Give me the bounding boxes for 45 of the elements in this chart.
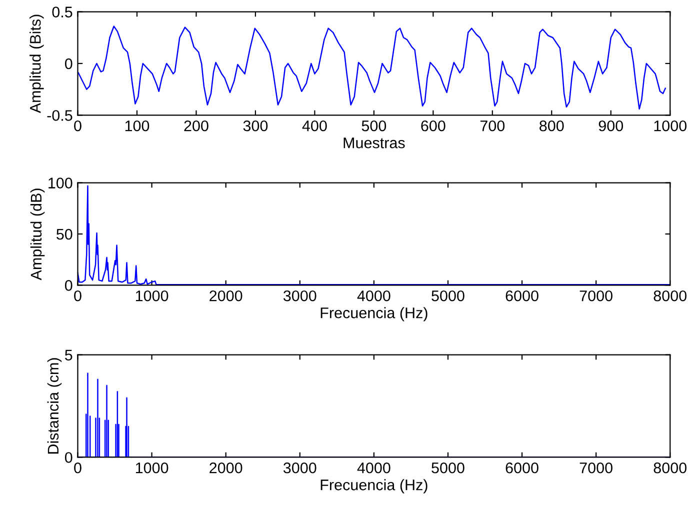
x-axis-title: Muestras xyxy=(344,138,405,148)
y-axis-title: Amplitud (dB) xyxy=(30,188,45,280)
x-tick-label: 600 xyxy=(421,120,446,132)
x-tick-label: 4000 xyxy=(357,290,390,302)
x-tick-label: 0 xyxy=(74,290,82,302)
x-tick-label: 0 xyxy=(74,462,82,474)
y-tick-label: 0 xyxy=(64,280,72,291)
x-tick-label: 4000 xyxy=(357,462,390,474)
x-tick-label: 2000 xyxy=(210,462,242,474)
y-axis-title: Distancia (cm) xyxy=(47,358,62,454)
x-tick-label: 1000 xyxy=(654,120,687,132)
x-tick-label: 7000 xyxy=(580,290,612,302)
y-tick-label: 50 xyxy=(56,228,72,240)
x-tick-label: 1000 xyxy=(136,290,168,302)
y-tick-label: 0 xyxy=(64,58,72,70)
line-series xyxy=(78,185,670,286)
x-tick-label: 3000 xyxy=(283,462,316,474)
x-tick-label: 7000 xyxy=(580,462,612,474)
x-tick-label: 8000 xyxy=(654,462,687,474)
x-tick-label: 900 xyxy=(598,120,624,132)
x-tick-label: 100 xyxy=(125,120,150,132)
x-axis-title: Frecuencia (Hz) xyxy=(320,479,428,494)
x-tick-label: 6000 xyxy=(506,290,538,302)
y-tick-label: 0.5 xyxy=(52,6,72,18)
x-tick-label: 800 xyxy=(540,120,564,132)
x-tick-label: 5000 xyxy=(432,462,464,474)
x-tick-label: 2000 xyxy=(210,290,242,302)
x-tick-label: 3000 xyxy=(283,290,316,302)
x-tick-label: 6000 xyxy=(506,462,538,474)
x-tick-label: 5000 xyxy=(432,290,464,302)
x-tick-label: 200 xyxy=(184,120,208,132)
x-tick-label: 500 xyxy=(362,120,386,132)
x-tick-label: 700 xyxy=(480,120,505,132)
line-series xyxy=(78,26,666,110)
x-tick-label: 8000 xyxy=(654,290,687,302)
x-axis-title: Frecuencia (Hz) xyxy=(320,307,428,322)
x-tick-label: 0 xyxy=(74,120,82,132)
y-tick-label: -0.5 xyxy=(47,110,72,121)
y-tick-label: 100 xyxy=(48,178,72,188)
y-tick-label: 0 xyxy=(64,452,72,463)
y-axis-title: Amplitud (Bits) xyxy=(30,14,44,114)
x-tick-label: 300 xyxy=(243,120,268,132)
y-tick-label: 5 xyxy=(65,350,72,360)
x-tick-label: 400 xyxy=(302,120,327,132)
x-tick-label: 1000 xyxy=(136,462,168,474)
